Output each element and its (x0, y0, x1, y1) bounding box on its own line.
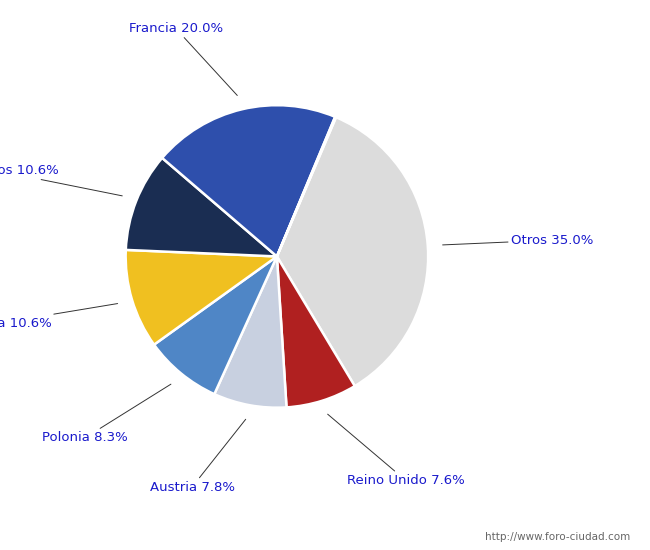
Wedge shape (277, 117, 336, 256)
Text: Países Bajos 10.6%: Países Bajos 10.6% (0, 164, 122, 196)
Wedge shape (214, 256, 287, 408)
Wedge shape (125, 250, 277, 345)
Text: Alemania 10.6%: Alemania 10.6% (0, 304, 118, 330)
Wedge shape (154, 256, 277, 394)
Text: Otros 35.0%: Otros 35.0% (443, 234, 593, 246)
Wedge shape (277, 256, 355, 408)
Text: Villanueva de Castellón - Turistas extranjeros según país - Abril de 2024: Villanueva de Castellón - Turistas extra… (75, 13, 575, 27)
Wedge shape (277, 117, 428, 386)
Text: Francia 20.0%: Francia 20.0% (129, 22, 237, 96)
Text: http://www.foro-ciudad.com: http://www.foro-ciudad.com (486, 532, 630, 542)
Wedge shape (162, 105, 335, 256)
Text: Austria 7.8%: Austria 7.8% (150, 419, 246, 493)
Text: Polonia 8.3%: Polonia 8.3% (42, 384, 171, 444)
Wedge shape (126, 158, 277, 256)
Text: Reino Unido 7.6%: Reino Unido 7.6% (328, 414, 465, 487)
